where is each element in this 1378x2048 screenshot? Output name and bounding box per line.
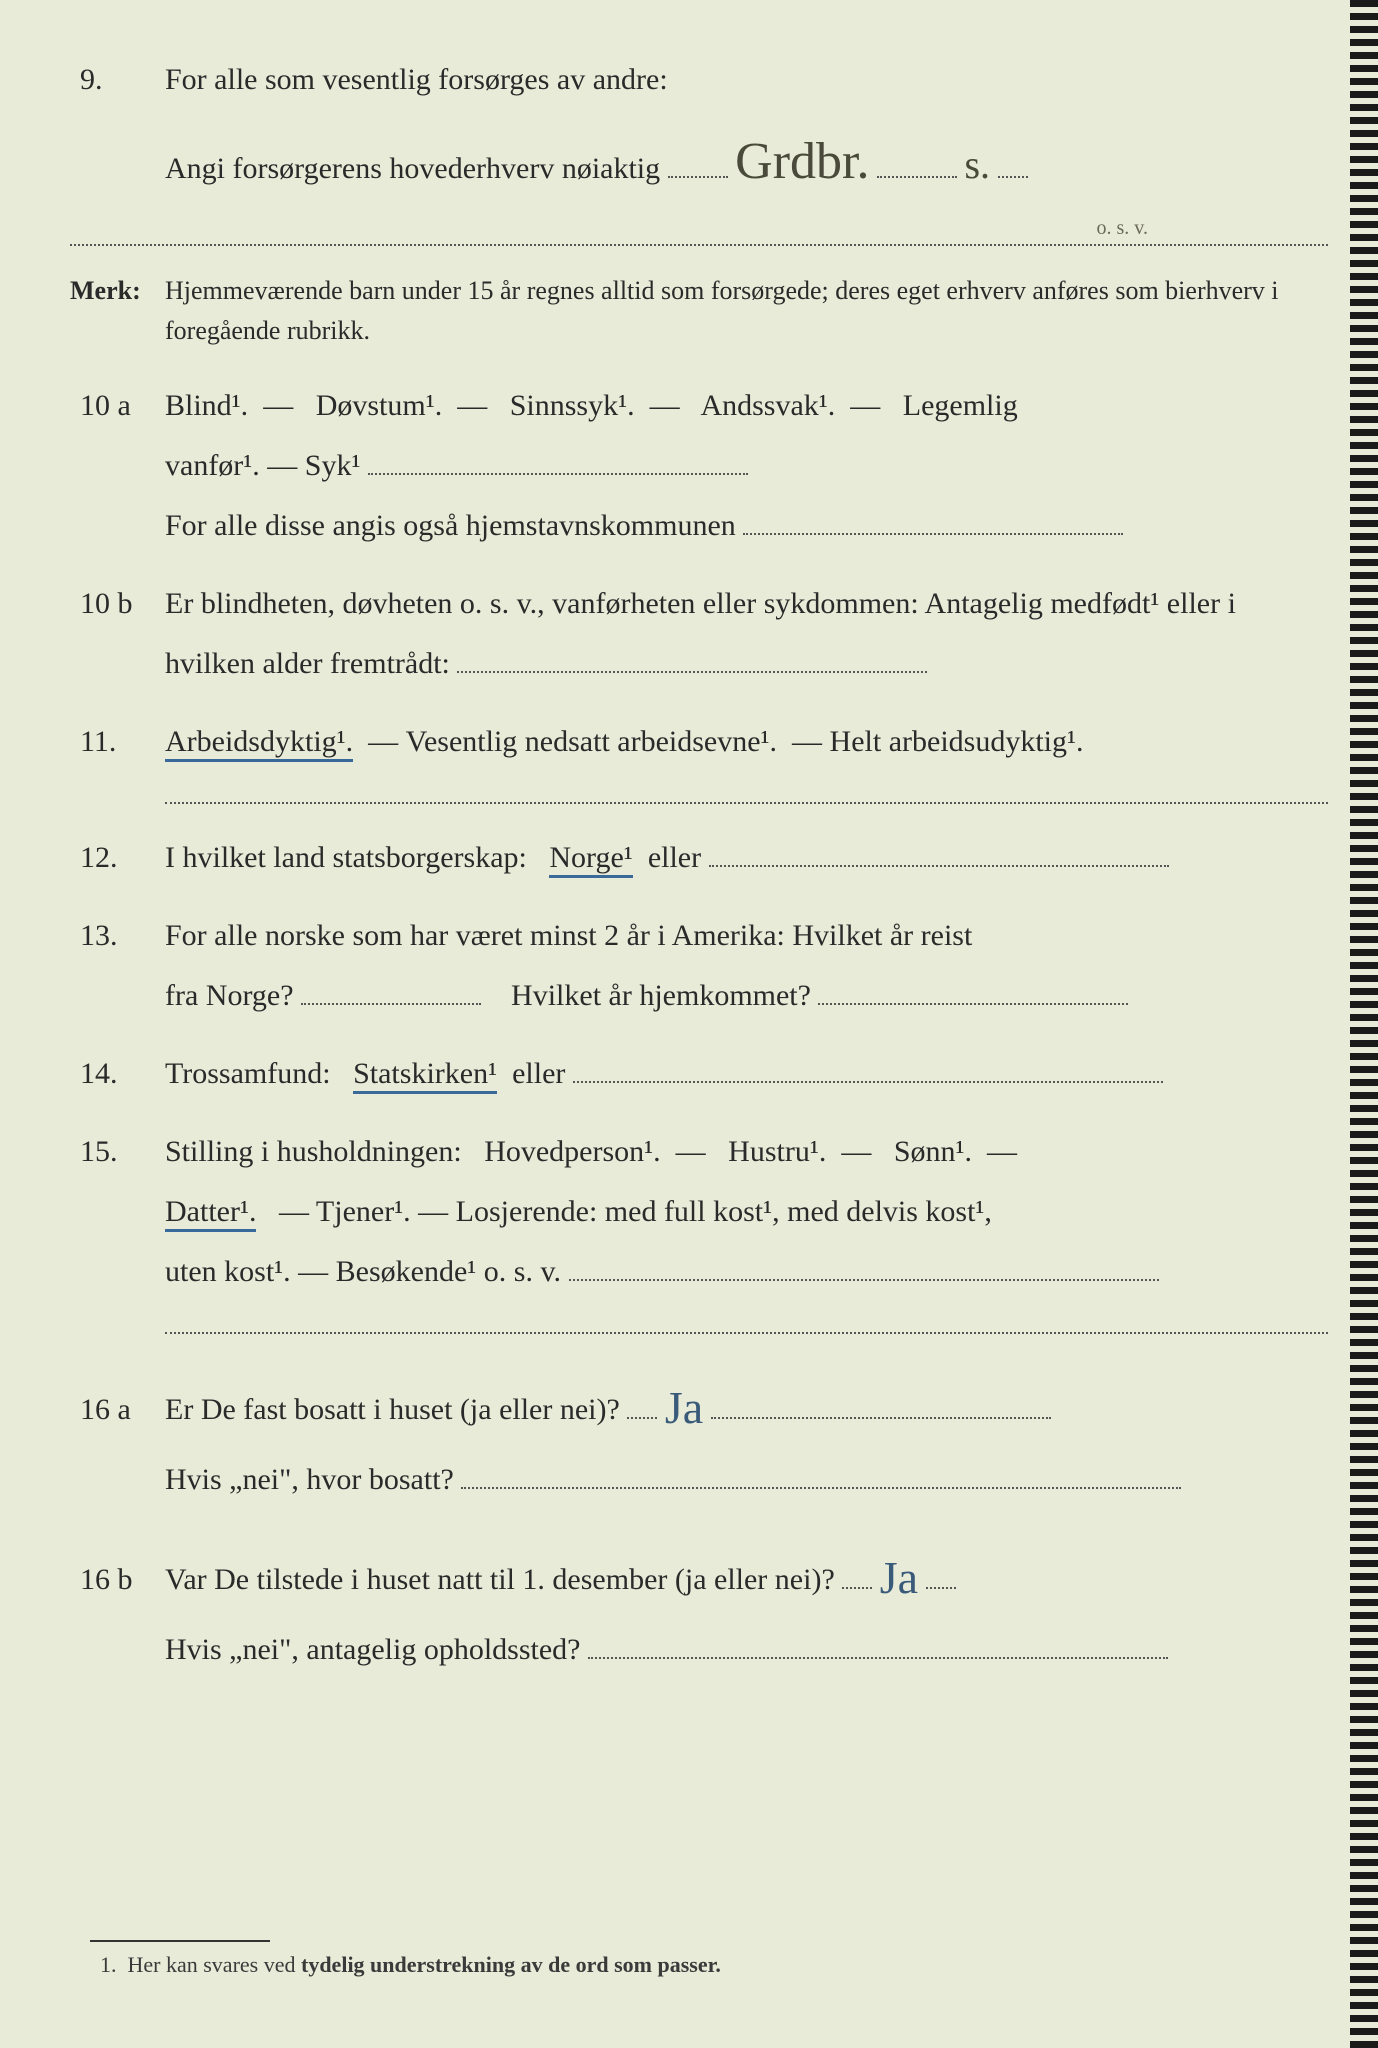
fill-line [457, 646, 927, 673]
question-12: 12. I hvilket land statsborgerskap: Norg… [70, 828, 1328, 888]
q15-line3: uten kost¹. — Besøkende¹ o. s. v. [165, 1255, 561, 1288]
q14-text: Trossamfund: Statskirken¹ eller [165, 1044, 1328, 1104]
footnote-text: 1. Her kan svares ved tydelig understrek… [100, 1952, 1328, 1978]
q16a-text: Er De fast bosatt i huset (ja eller nei)… [165, 1358, 1328, 1510]
q10a-opt: Blind¹. [165, 389, 248, 422]
q9-answer-suffix: s. [964, 125, 990, 205]
fill-line [461, 1462, 1181, 1489]
scan-perforation-edge [1350, 0, 1378, 2048]
q15-number: 15. [70, 1128, 165, 1176]
q15-datter-underlined: Datter¹. [165, 1195, 256, 1232]
form-page: 9. For alle som vesentlig forsørges av a… [70, 50, 1328, 1988]
question-10a: 10 a Blind¹. — Døvstum¹. — Sinnssyk¹. — … [70, 376, 1328, 556]
q10a-opt: Sinnssyk¹. [510, 389, 635, 422]
q10b-number: 10 b [70, 580, 165, 628]
fill-line [301, 978, 481, 1005]
q16b-line2: Hvis „nei", antagelig opholdssted? [165, 1633, 581, 1666]
question-14: 14. Trossamfund: Statskirken¹ eller [70, 1044, 1328, 1104]
fill-line [877, 151, 957, 178]
q14-statskirken-underlined: Statskirken¹ [353, 1057, 497, 1094]
q10a-opt: Døvstum¹. [316, 389, 443, 422]
question-11: 11. Arbeidsdyktig¹. — Vesentlig nedsatt … [70, 712, 1328, 772]
footnote-rule [90, 1940, 270, 1942]
q13-text: For alle norske som har været minst 2 år… [165, 906, 1328, 1026]
q10a-text: Blind¹. — Døvstum¹. — Sinnssyk¹. — Andss… [165, 376, 1328, 556]
q14-suffix: eller [512, 1057, 565, 1090]
q13-line1: For alle norske som har været minst 2 år… [165, 919, 972, 952]
fill-line [627, 1392, 657, 1419]
q16b-number: 16 b [70, 1556, 165, 1604]
fill-line [368, 448, 748, 475]
q15-opt: Hovedperson¹. [484, 1135, 660, 1168]
fill-line [842, 1562, 872, 1589]
question-16a: 16 a Er De fast bosatt i huset (ja eller… [70, 1358, 1328, 1510]
q16a-line2: Hvis „nei", hvor bosatt? [165, 1463, 454, 1496]
footnote-marker: 1. [100, 1952, 117, 1977]
footnote-block: 1. Her kan svares ved tydelig understrek… [70, 1880, 1328, 1978]
q12-number: 12. [70, 834, 165, 882]
q16a-answer: Ja [665, 1362, 703, 1454]
footnote-body: Her kan svares ved tydelig understreknin… [128, 1952, 721, 1977]
q10b-text: Er blindheten, døvheten o. s. v., vanfør… [165, 574, 1328, 694]
q11-opt3: Helt arbeidsudyktig¹. [830, 725, 1084, 758]
fill-line [926, 1562, 956, 1589]
question-16b: 16 b Var De tilstede i huset natt til 1.… [70, 1528, 1328, 1680]
question-13: 13. For alle norske som har været minst … [70, 906, 1328, 1026]
q11-text: Arbeidsdyktig¹. — Vesentlig nedsatt arbe… [165, 712, 1328, 772]
fill-line [818, 978, 1128, 1005]
q9-line2: Angi forsørgerens hovederhverv nøiaktig [165, 152, 660, 185]
q12-text: I hvilket land statsborgerskap: Norge¹ e… [165, 828, 1328, 888]
q15-text: Stilling i husholdningen: Hovedperson¹. … [165, 1122, 1328, 1302]
q10a-opt: Legemlig [903, 389, 1018, 422]
fill-line [573, 1056, 1163, 1083]
merk-note: Merk: Hjemmeværende barn under 15 år reg… [70, 270, 1328, 352]
question-9: 9. For alle som vesentlig forsørges av a… [70, 50, 1328, 214]
q15-opt: Sønn¹. [894, 1135, 972, 1168]
q9-number: 9. [70, 56, 165, 104]
q10a-line3: For alle disse angis også hjemstavnskomm… [165, 509, 736, 542]
q12-suffix: eller [648, 841, 701, 874]
q10a-opt: Andssvak¹. [700, 389, 835, 422]
q9-text: For alle som vesentlig forsørges av andr… [165, 50, 1328, 214]
fill-line [668, 151, 728, 178]
q14-prefix: Trossamfund: [165, 1057, 331, 1090]
q16a-q: Er De fast bosatt i huset (ja eller nei)… [165, 1393, 620, 1426]
q10a-number: 10 a [70, 382, 165, 430]
divider [165, 1332, 1328, 1334]
q16b-answer: Ja [880, 1532, 918, 1624]
q11-opt2: Vesentlig nedsatt arbeidsevne¹. [406, 725, 777, 758]
q16b-q: Var De tilstede i huset natt til 1. dese… [165, 1563, 835, 1596]
question-10b: 10 b Er blindheten, døvheten o. s. v., v… [70, 574, 1328, 694]
q9-answer: Grdbr. [735, 110, 869, 214]
q9-line1: For alle som vesentlig forsørges av andr… [165, 63, 668, 96]
q11-number: 11. [70, 718, 165, 766]
divider [165, 802, 1328, 804]
q14-number: 14. [70, 1050, 165, 1098]
fill-line [711, 1392, 1051, 1419]
q13-line2a: fra Norge? [165, 979, 294, 1012]
question-15: 15. Stilling i husholdningen: Hovedperso… [70, 1122, 1328, 1302]
q15-prefix: Stilling i husholdningen: [165, 1135, 462, 1168]
q15-opt: Hustru¹. [728, 1135, 826, 1168]
q12-prefix: I hvilket land statsborgerskap: [165, 841, 527, 874]
fill-line [588, 1632, 1168, 1659]
q12-norge-underlined: Norge¹ [549, 841, 632, 878]
merk-label: Merk: [70, 270, 165, 312]
fill-line [998, 151, 1028, 178]
fill-line [709, 840, 1169, 867]
q15-line2-rest: — Tjener¹. — Losjerende: med full kost¹,… [279, 1195, 992, 1228]
q13-number: 13. [70, 912, 165, 960]
fill-line [743, 508, 1123, 535]
q9-sub-annotation: o. s. v. [1097, 208, 1148, 248]
q13-line2b: Hvilket år hjemkommet? [511, 979, 811, 1012]
q16a-number: 16 a [70, 1386, 165, 1434]
fill-line [569, 1254, 1159, 1281]
q16b-text: Var De tilstede i huset natt til 1. dese… [165, 1528, 1328, 1680]
merk-text: Hjemmeværende barn under 15 år regnes al… [165, 271, 1328, 352]
q10a-line2: vanfør¹. — Syk¹ [165, 449, 360, 482]
q11-opt1-underlined: Arbeidsdyktig¹. [165, 725, 353, 762]
